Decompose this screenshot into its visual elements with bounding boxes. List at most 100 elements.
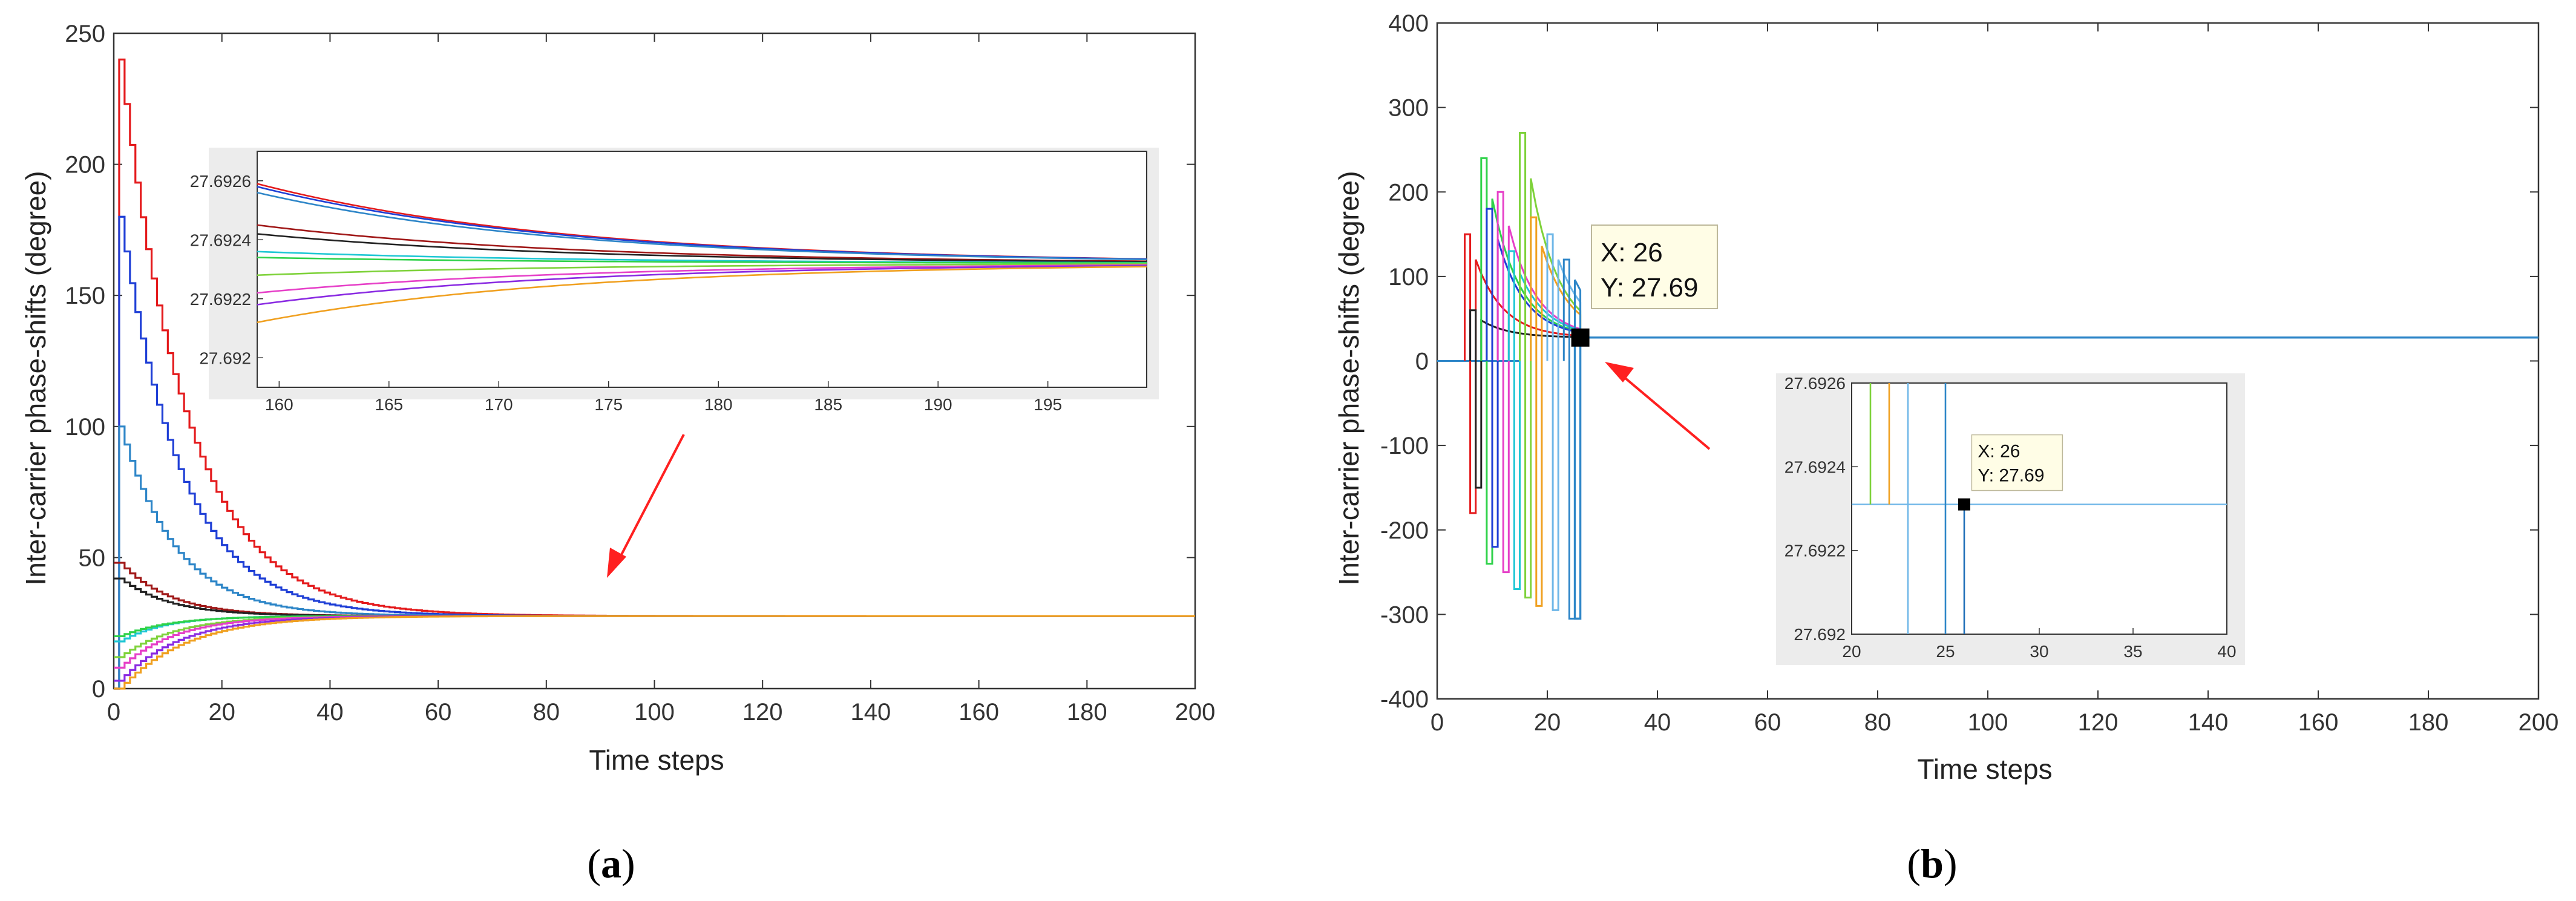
panel-a-xtick-label: 60 — [425, 699, 452, 726]
panel-a-inset-series-magenta — [257, 264, 1147, 294]
panel-a-xtick-label: 200 — [1175, 699, 1216, 726]
panel-a-xtick-label: 100 — [634, 699, 675, 726]
panel-a-series-orange — [114, 615, 1195, 690]
panel-a-inset-xtick-label: 185 — [814, 395, 842, 414]
caption-b: (b) — [1907, 840, 1957, 886]
caption-b-open: ( — [1907, 840, 1921, 886]
panel-a-xtick-label: 160 — [959, 699, 999, 726]
panel-a-inset-series-purple — [257, 264, 1147, 306]
panel-b-inset-xtick-label: 35 — [2123, 642, 2142, 661]
panel-b-xtick-label: 20 — [1534, 709, 1561, 736]
panel-b-xtick-label: 40 — [1644, 709, 1671, 736]
panel-a-ylabel: Inter-carrier phase-shifts (degree) — [20, 171, 51, 585]
panel-b-ytick-label: 0 — [1415, 349, 1429, 375]
panel-a-xtick-label: 140 — [851, 699, 891, 726]
panel-b-ytick-label: -400 — [1380, 686, 1429, 713]
panel-a-inset-ytick-label: 27.6924 — [190, 231, 251, 249]
panel-a-ytick-label: 50 — [79, 545, 106, 571]
panel-b-inset-datatip-x: X: 26 — [1978, 442, 2020, 462]
panel-b-datatip-group: X: 26 Y: 27.69 — [1571, 224, 1718, 347]
panel-b-inset: 20 25 30 35 40 27.692 27.6922 27.6924 27.6926 X: … — [1776, 373, 2245, 665]
caption-b-letter: b — [1921, 840, 1944, 886]
caption-a-letter: a — [601, 840, 621, 886]
panel-a-inset-series-orange — [257, 266, 1147, 324]
panel-a-ytick-label: 0 — [92, 676, 105, 703]
panel-a-xtick-label: 20 — [208, 699, 235, 726]
panel-b-xtick-label: 0 — [1431, 709, 1444, 736]
panel-b-inset-frame — [1851, 382, 2227, 635]
panel-b-xtick-label: 180 — [2408, 709, 2449, 736]
panel-a-ytick-label: 250 — [65, 21, 105, 47]
panel-a-ytick-label: 150 — [65, 283, 105, 309]
panel-b-ytick-label: 300 — [1388, 95, 1429, 122]
panel-a-inset-xtick-label: 170 — [485, 395, 513, 414]
panel-b-ytick-label: -100 — [1380, 433, 1429, 459]
panel-a-inset-xtick-label: 175 — [594, 395, 623, 414]
panel-b-inset-ytick-label: 27.6922 — [1785, 542, 1846, 560]
panel-b-ytick-label: 100 — [1388, 264, 1429, 290]
caption-a-open: ( — [587, 840, 601, 886]
panel-a-inset-frame — [257, 151, 1147, 388]
panel-a-inset-ytick-label: 27.6926 — [190, 172, 251, 191]
panel-b-inset-ytick-label: 27.692 — [1794, 625, 1846, 644]
panel-a-inset-xtick-label: 180 — [704, 395, 733, 414]
panel-a-inset-series-lime — [257, 263, 1147, 277]
panel-b-xtick-label: 100 — [1968, 709, 2008, 736]
panel-a-xtick-label: 0 — [107, 699, 120, 726]
panel-b-ytick-label: 200 — [1388, 179, 1429, 206]
panel-a-inset-series-dark-red — [257, 224, 1147, 263]
panel-a-series-group — [114, 58, 1195, 690]
caption-b-close: ) — [1944, 840, 1958, 886]
panel-b-inset-xtick-label: 30 — [2030, 642, 2048, 661]
panel-b-arrow-head — [1605, 362, 1634, 382]
panel-b-datatip-marker — [1571, 328, 1590, 347]
panel-b-xlabel: Time steps — [1917, 753, 2052, 785]
panel-a-inset-ytick-label: 27.692 — [199, 349, 251, 367]
panel-b-datatip-y: Y: 27.69 — [1601, 273, 1698, 303]
panel-b-arrow-shaft — [1621, 374, 1711, 450]
panel-a-inset-series-steel-blue — [257, 191, 1147, 261]
panel-b-series-magenta — [1496, 191, 1582, 574]
panel-a-inset-series-green — [257, 257, 1147, 264]
panel-b-series-lime — [1519, 132, 1582, 598]
panel-a-inset-xtick-label: 165 — [375, 395, 403, 414]
panel-b-xtick-label: 160 — [2298, 709, 2339, 736]
panel-b-ytick-label: -200 — [1380, 517, 1429, 544]
caption-a: (a) — [587, 840, 635, 886]
panel-b-xtick-label: 60 — [1754, 709, 1781, 736]
panel-b-inset-ytick-label: 27.6924 — [1785, 457, 1846, 476]
panel-a-xtick-label: 40 — [316, 699, 344, 726]
panel-a-inset-ytick-label: 27.6922 — [190, 290, 251, 309]
panel-a-arrow-head — [607, 548, 626, 578]
caption-a-close: ) — [621, 840, 635, 886]
panel-b-ylabel: Inter-carrier phase-shifts (degree) — [1333, 171, 1365, 585]
panel-a-xtick-label: 180 — [1067, 699, 1107, 726]
panel-a-inset-xtick-label: 160 — [265, 395, 293, 414]
panel-b-datatip-x: X: 26 — [1601, 238, 1663, 267]
panel-a-xtick-label: 120 — [742, 699, 783, 726]
panel-a-inset-series-black — [257, 233, 1147, 263]
panel-b-series-converged — [1573, 336, 2538, 620]
panel-a-arrow — [607, 434, 685, 578]
panel-b-series-cyan — [1507, 250, 1582, 590]
panel-a-ytick-label: 100 — [65, 414, 105, 441]
panel-a-arrow-shaft — [616, 434, 685, 563]
panel-b-xtick-label: 120 — [2078, 709, 2119, 736]
panel-b-ytick-label: -300 — [1380, 601, 1429, 628]
panel-a-inset: 160 165 170 175 180 185 190 195 27.692 27.6922 27.… — [190, 148, 1159, 414]
panel-a-xtick-label: 80 — [533, 699, 560, 726]
panel-b-inset-xtick-label: 40 — [2217, 642, 2236, 661]
panel-b-inset-xtick-label: 25 — [1936, 642, 1955, 661]
panel-b-xtick-label: 80 — [1864, 709, 1892, 736]
panel-b-datatip-box — [1591, 224, 1718, 309]
panel-b-series-blue — [1486, 208, 1582, 548]
panel-b-inset-xtick-label: 20 — [1842, 642, 1861, 661]
panel-a-inset-xtick-label: 190 — [924, 395, 952, 414]
panel-a-xlabel: Time steps — [589, 744, 724, 776]
panel-b-chart: Inter-carrier phase-shifts (degree) Time… — [1333, 10, 2558, 785]
panel-b-xtick-label: 200 — [2519, 709, 2559, 736]
panel-b-series-light-blue — [1546, 233, 1582, 611]
panel-a-chart: Inter-carrier phase-shifts (degree) Time… — [20, 21, 1215, 776]
panel-a-inset-xtick-label: 195 — [1034, 395, 1062, 414]
panel-b-series-group — [1437, 132, 2538, 620]
